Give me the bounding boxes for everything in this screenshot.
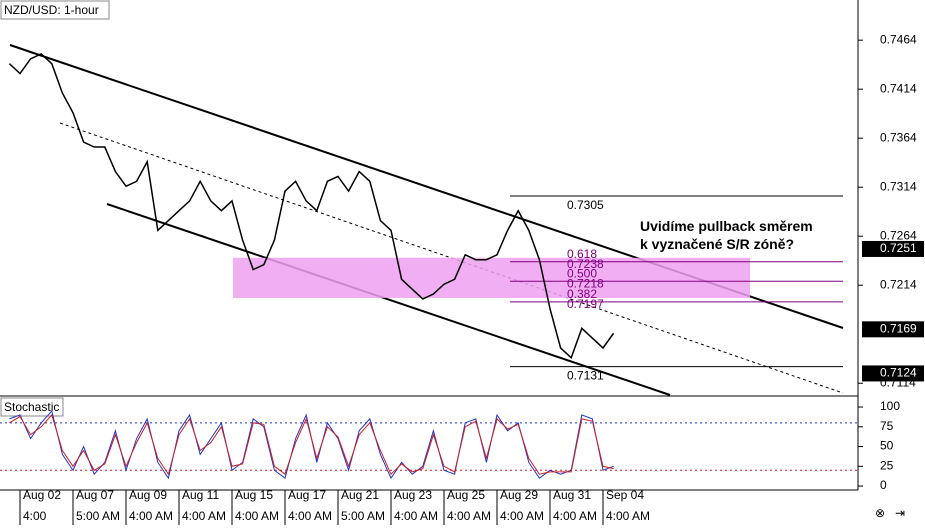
y-tick-label: 25 (880, 458, 894, 472)
x-tick-label: Aug 29 (500, 488, 538, 502)
x-tick-label: Aug 31 (553, 488, 591, 502)
x-tick-sublabel: 4:00 AM (182, 509, 226, 523)
sr-zone (233, 257, 750, 298)
x-tick-label: Sep 04 (606, 488, 644, 502)
price-tag (862, 240, 924, 257)
x-tick-label: Aug 07 (76, 488, 114, 502)
price-tag-label: 0.7169 (880, 322, 917, 336)
x-tick-sublabel: 4:00 AM (606, 509, 650, 523)
chart-title: Stochastic (4, 400, 59, 414)
y-tick-label: 0 (880, 478, 887, 492)
x-tick-sublabel: 4:00 AM (394, 509, 438, 523)
price-line (9, 413, 614, 476)
fib-label: 0.618 (567, 247, 597, 261)
fib-label: 0.7305 (567, 198, 604, 212)
x-tick-label: Aug 02 (23, 488, 61, 502)
price-line (8, 53, 615, 360)
icon: ⇥ (895, 506, 905, 520)
x-tick-label: Aug 17 (288, 488, 326, 502)
x-tick-sublabel: 4:00 AM (288, 509, 332, 523)
x-tick-label: Aug 15 (235, 488, 273, 502)
x-tick-sublabel: 4:00 AM (129, 509, 173, 523)
fib-value: 0.7197 (567, 297, 604, 311)
fib-value: 0.7238 (567, 257, 604, 271)
price-tag (862, 321, 924, 338)
x-tick-sublabel: 4:00 AM (553, 509, 597, 523)
x-tick-label: Aug 25 (447, 488, 485, 502)
icon: ⊗ (875, 506, 885, 520)
title-box (0, 0, 110, 20)
channel-line (106, 203, 671, 396)
price-tag (862, 365, 924, 382)
title-box (0, 397, 64, 417)
y-tick-label: 0.7414 (880, 81, 917, 95)
fib-label: 0.382 (567, 287, 597, 301)
x-tick-sublabel: 4:00 AM (500, 509, 544, 523)
x-tick-sublabel: 5:00 AM (341, 509, 385, 523)
x-tick-sublabel: 4:00 AM (235, 509, 279, 523)
y-tick-label: 100 (880, 399, 900, 413)
fib-label: 0.500 (567, 266, 597, 280)
annotation-line: Uvidíme pullback směrem (640, 218, 813, 234)
x-tick-label: Aug 21 (341, 488, 379, 502)
fib-label: 0.7131 (567, 369, 604, 383)
x-tick-sublabel: 4:00 AM (447, 509, 491, 523)
price-tag-label: 0.7124 (880, 366, 917, 380)
y-tick-label: 75 (880, 419, 894, 433)
x-tick-sublabel: 4:00 (23, 509, 47, 523)
y-tick-label: 0.7214 (880, 277, 917, 291)
x-tick-sublabel: 5:00 AM (76, 509, 120, 523)
y-tick-label: 50 (880, 439, 894, 453)
fib-value: 0.7218 (567, 276, 604, 290)
annotation-line: k vyznačené S/R zóně? (640, 236, 794, 252)
price-tag-label: 0.7251 (880, 241, 917, 255)
x-tick-label: Aug 11 (182, 488, 219, 502)
annotation: Uvidíme pullback směrem k vyznačené S/R z… (640, 218, 813, 252)
y-tick-label: 0.7364 (880, 130, 917, 144)
y-tick-label: 0.7464 (880, 32, 917, 46)
chart-title: NZD/USD: 1-hour (4, 3, 99, 17)
y-tick-label: 0.7264 (880, 228, 917, 242)
x-tick-label: Aug 09 (129, 488, 167, 502)
x-tick-label: Aug 23 (394, 488, 432, 502)
y-tick-label: 0.7314 (880, 179, 917, 193)
